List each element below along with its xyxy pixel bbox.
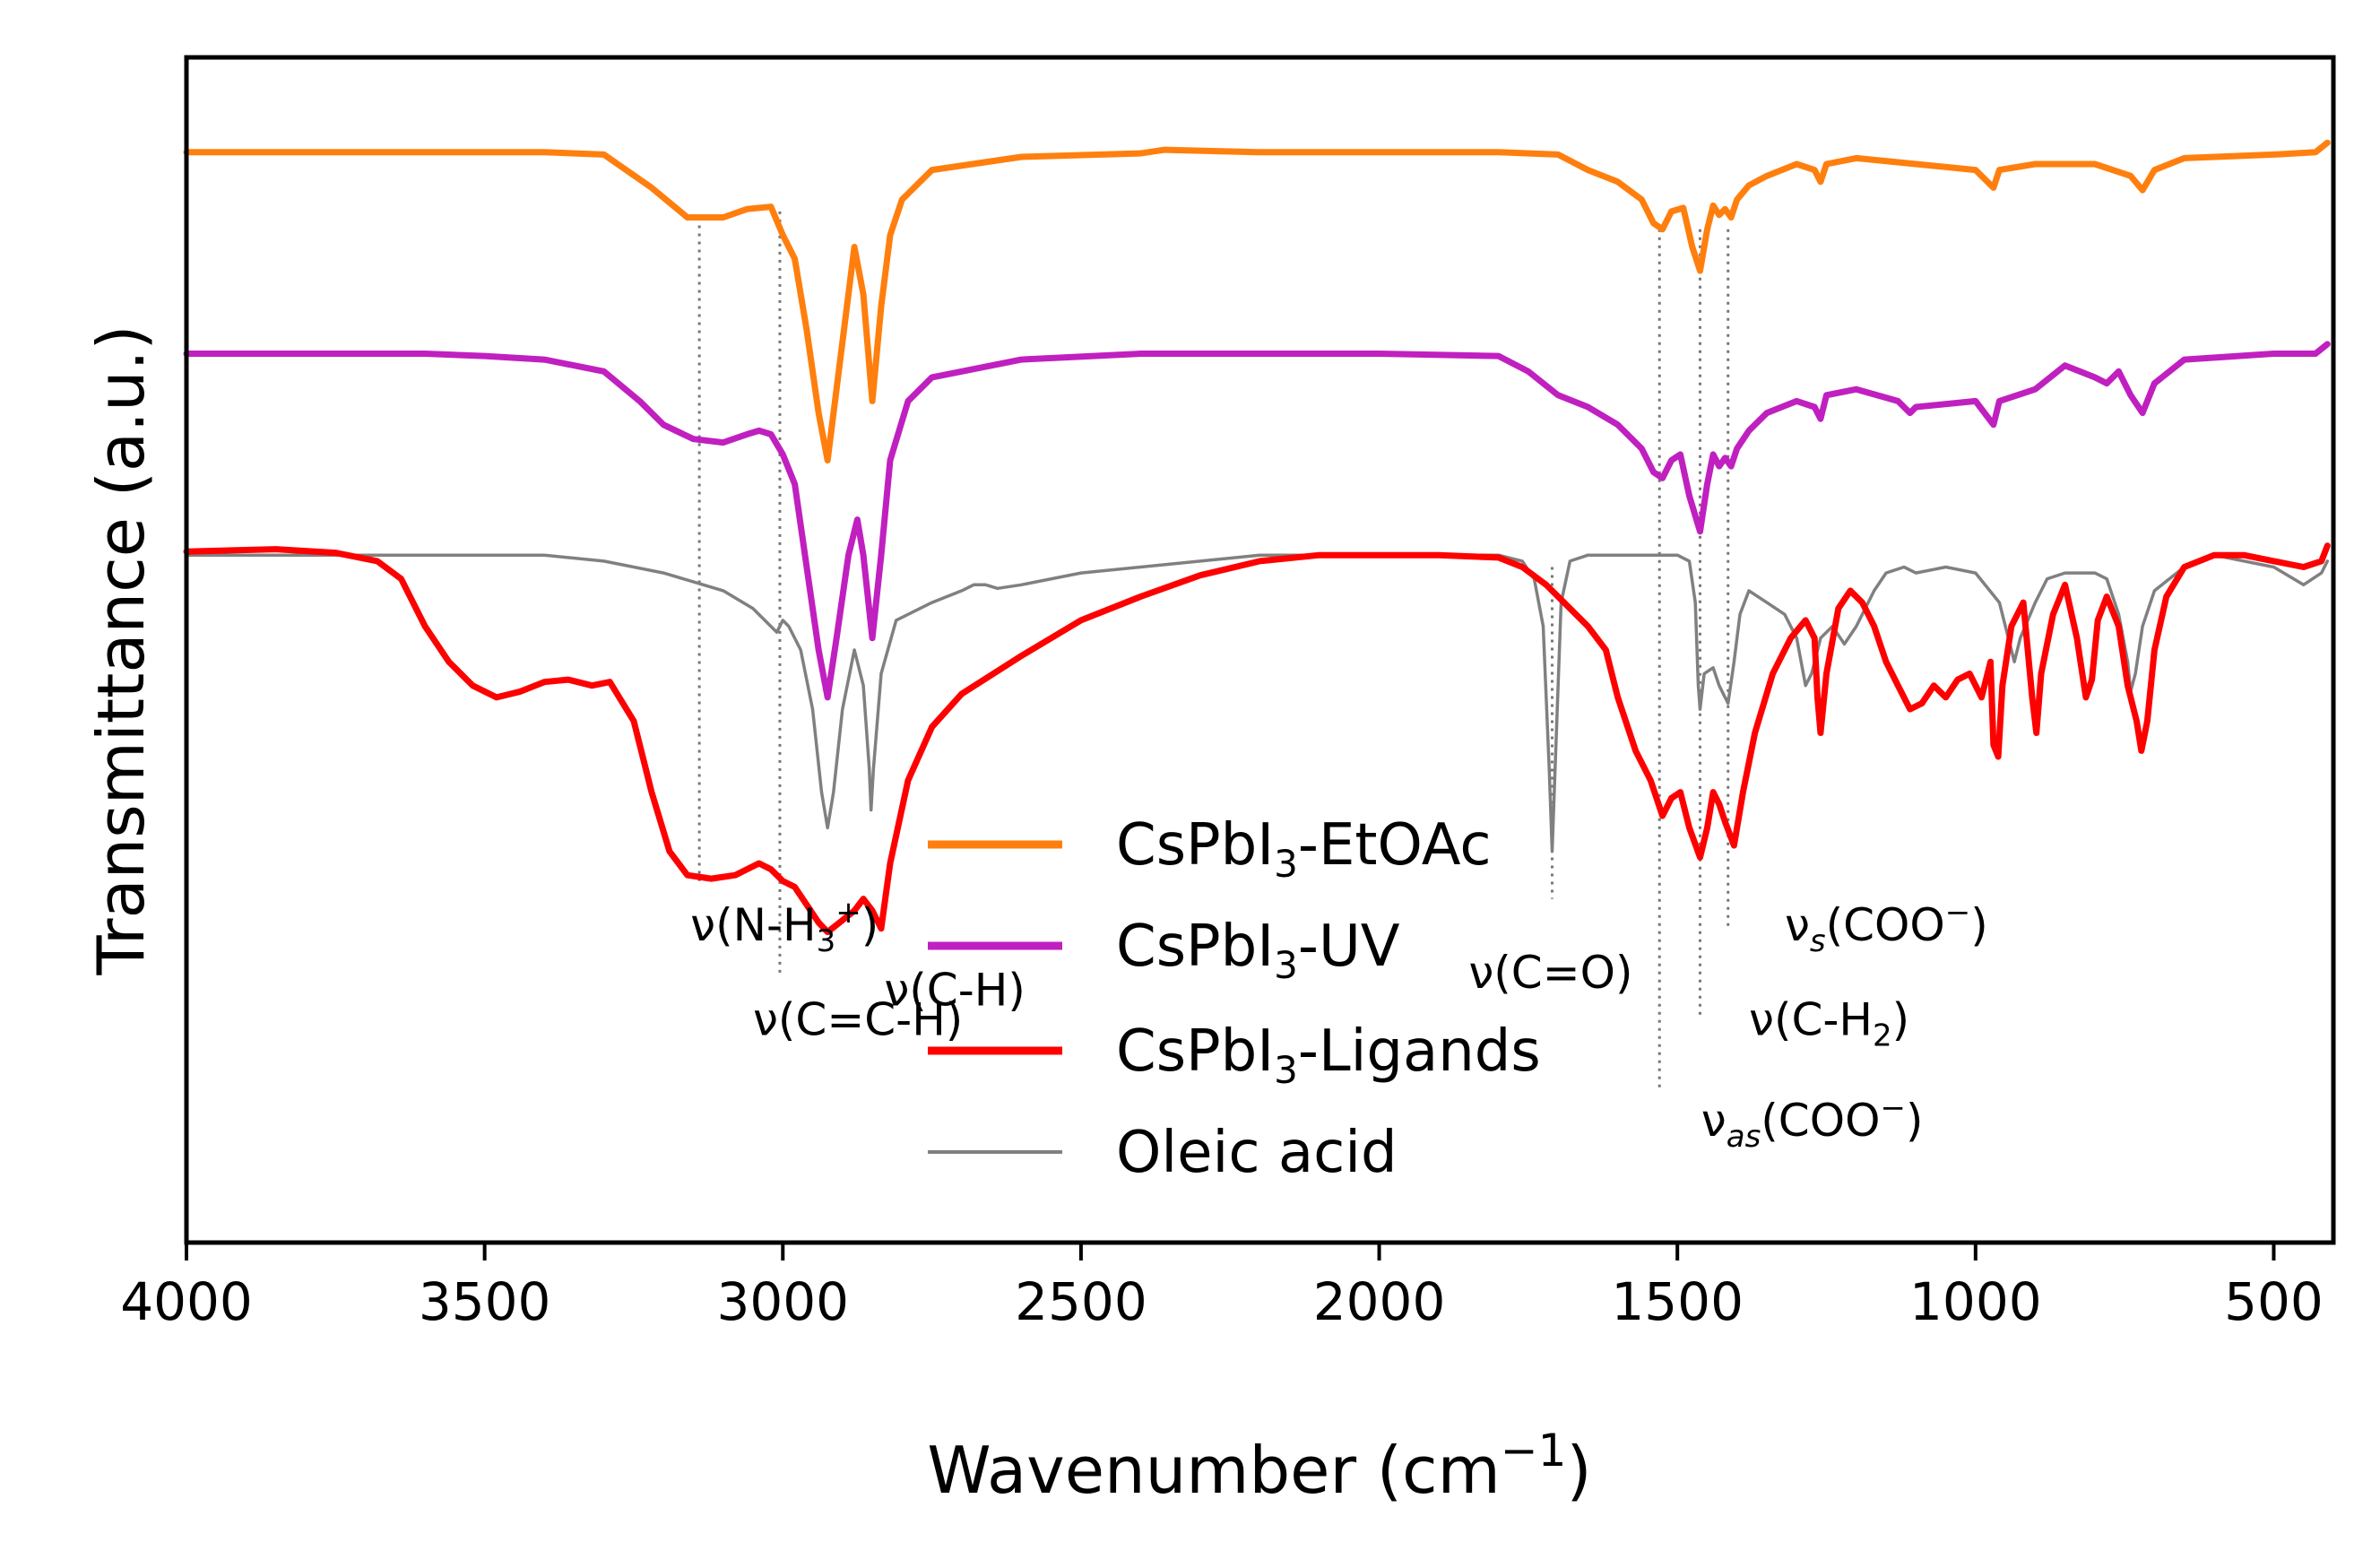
- x-tick-label-2000: 2000: [1313, 1271, 1446, 1332]
- legend-label-ligands: CsPbI3-Ligands: [1116, 1018, 1541, 1092]
- legend-etoac-sub: 3: [1274, 842, 1298, 886]
- annotation-part: s: [1810, 923, 1826, 959]
- x-tick-label-3000: 3000: [716, 1271, 849, 1332]
- annotation-part: ν: [1701, 1095, 1727, 1147]
- legend-ligands-sub: 3: [1274, 1048, 1298, 1092]
- annotation-part: ν(N-H: [690, 899, 816, 951]
- annotation-part: ν(C=C-H): [753, 994, 963, 1046]
- annotation-ch2: ν(C-H2): [1749, 994, 1909, 1054]
- annotation-part: ): [1970, 899, 1988, 951]
- annotation-part: 2: [1873, 1018, 1892, 1054]
- x-tick-label-2500: 2500: [1015, 1271, 1147, 1332]
- annotation-coo-as: νas(COO−): [1701, 1090, 1924, 1155]
- annotation-part: ν(C=O): [1468, 947, 1632, 999]
- annotation-part: (COO: [1826, 899, 1945, 951]
- annotation-part: ): [1892, 994, 1910, 1046]
- annotation-part: ): [1906, 1095, 1924, 1147]
- annotation-ch: ν(C-H): [884, 965, 1026, 1017]
- annotation-part: −: [1880, 1090, 1906, 1126]
- x-axis-title-sup: −1: [1501, 1425, 1567, 1477]
- annotation-part: −: [1945, 895, 1971, 931]
- annotation-nh3: ν(N-H3+): [690, 895, 878, 959]
- series-group: [183, 139, 2331, 936]
- legend-etoac-prefix: CsPbI: [1116, 812, 1274, 879]
- legend-ligands-suffix: -Ligands: [1298, 1018, 1541, 1085]
- legend-label-uv: CsPbI3-UV: [1116, 914, 1400, 987]
- annotation-part: ν(C-H): [884, 965, 1026, 1017]
- x-axis-title-close: ): [1566, 1433, 1591, 1508]
- x-tick-label-1500: 1500: [1611, 1271, 1744, 1332]
- x-axis: 4000 3500 3000 2500 2000 1500 1000 500: [120, 1243, 2324, 1332]
- x-tick-label-4000: 4000: [120, 1271, 253, 1332]
- legend-ligands-prefix: CsPbI: [1116, 1018, 1274, 1085]
- legend-uv-sub: 3: [1274, 943, 1298, 987]
- annotation-cch: ν(C=C-H): [753, 994, 963, 1046]
- annotation-co: ν(C=O): [1468, 947, 1632, 999]
- annotation-coo-s: νs(COO−): [1785, 895, 1988, 959]
- legend-uv-suffix: -UV: [1298, 914, 1400, 980]
- legend-etoac-suffix: -EtOAc: [1298, 812, 1492, 879]
- annotation-part: ν(C-H: [1749, 994, 1873, 1046]
- x-tick-label-1000: 1000: [1909, 1271, 2042, 1332]
- legend-uv-prefix: CsPbI: [1116, 914, 1274, 980]
- annotation-part: 3: [817, 923, 836, 959]
- annotations: ν(N-H3+)ν(C=C-H)ν(C-H) ν(C=O)ν(C-H2)νas(C…: [690, 895, 1988, 1155]
- annotation-part: +: [835, 895, 861, 931]
- series-line-ligands: [183, 542, 2331, 936]
- legend-label-oleic: Oleic acid: [1116, 1120, 1398, 1186]
- x-tick-label-3500: 3500: [419, 1271, 551, 1332]
- annotation-part: ): [861, 899, 879, 951]
- annotation-part: ν: [1785, 899, 1810, 951]
- plot-frame: [184, 55, 2336, 1245]
- x-tick-label-500: 500: [2224, 1271, 2324, 1332]
- legend-label-etoac: CsPbI3-EtOAc: [1116, 812, 1492, 886]
- annotation-part: as: [1727, 1119, 1761, 1155]
- annotation-part: (COO: [1761, 1095, 1880, 1147]
- legend: CsPbI3-EtOAc CsPbI3-UV CsPbI3-Ligands Ol…: [928, 812, 1541, 1186]
- series-line-etoac: [183, 139, 2331, 463]
- y-axis-title: Transmittance (a.u.): [83, 325, 159, 975]
- series-line-oleic: [185, 553, 2330, 853]
- x-axis-title: Wavenumber (cm−1): [927, 1425, 1591, 1508]
- series-line-uv: [183, 341, 2331, 701]
